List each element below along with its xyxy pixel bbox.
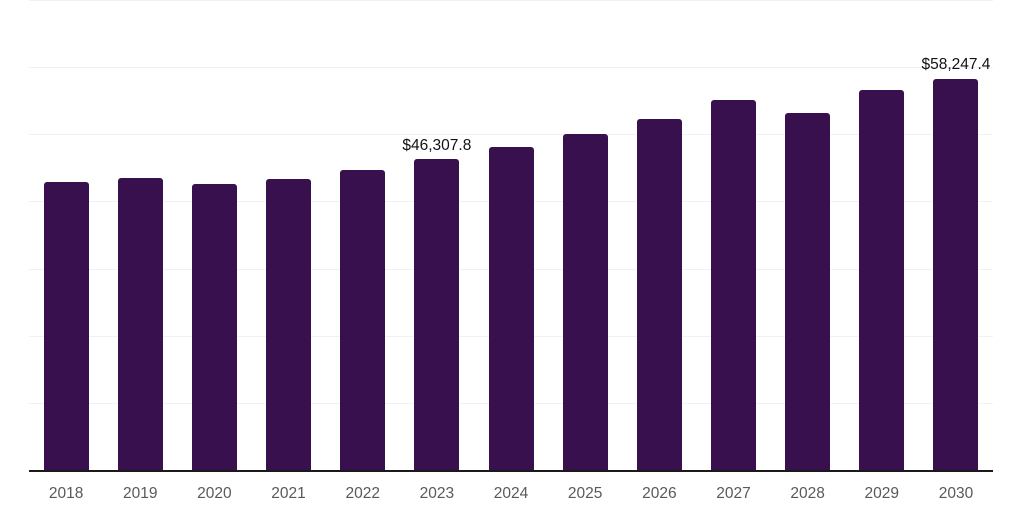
x-tick-label-2027: 2027: [716, 485, 751, 502]
bar-slot-2024: [474, 0, 548, 470]
plot-area: $46,307.8 $58,247.4: [29, 0, 993, 472]
bar-slot-2022: [326, 0, 400, 470]
bars-row: $46,307.8 $58,247.4: [29, 0, 993, 470]
bar-slot-2027: [696, 0, 770, 470]
x-tick-label-2022: 2022: [345, 485, 380, 502]
x-tick-label-2021: 2021: [271, 485, 306, 502]
x-tick-label-2028: 2028: [790, 485, 825, 502]
bar-2019: [117, 177, 163, 470]
x-tick-label-2024: 2024: [493, 485, 529, 502]
gridline: [29, 67, 993, 69]
x-tick-label-2020: 2020: [197, 485, 232, 502]
bar-slot-2019: [103, 0, 177, 470]
x-tick-label-2029: 2029: [864, 485, 900, 502]
bar-slot-2025: [548, 0, 622, 470]
x-axis-labels: 2018 2019 2020 2021 2022 2023 2024 2025 2026 2027…: [29, 485, 993, 502]
bar-slot-2026: [622, 0, 696, 470]
x-tick-label-2030: 2030: [938, 485, 974, 502]
gridline: [29, 134, 993, 136]
bar-slot-2018: [29, 0, 103, 470]
bar-2020: [191, 183, 237, 470]
bar-2024: [488, 147, 534, 470]
bar-slot-2023: $46,307.8: [400, 0, 474, 470]
x-tick-label-2018: 2018: [48, 485, 84, 502]
bar-2023: [414, 159, 460, 470]
x-tick-label-2023: 2023: [419, 485, 455, 502]
bar-2026: [636, 118, 682, 470]
gridline: [29, 0, 993, 1]
x-tick-label-2026: 2026: [642, 485, 677, 502]
bar-2022: [340, 170, 386, 470]
bar-value-label-2030: $58,247.4: [921, 56, 991, 74]
bar-2030: [933, 78, 979, 470]
bar-slot-2030: $58,247.4: [919, 0, 993, 470]
bar-2025: [562, 134, 608, 470]
x-tick-label-2019: 2019: [122, 485, 158, 502]
bar-slot-2021: [251, 0, 325, 470]
bar-2027: [710, 100, 756, 470]
bar-2018: [43, 181, 89, 470]
bar-2028: [785, 113, 831, 470]
bar-slot-2029: [845, 0, 919, 470]
bar-slot-2028: [771, 0, 845, 470]
x-tick-label-2025: 2025: [567, 485, 603, 502]
bar-2029: [859, 89, 905, 470]
bar-slot-2020: [177, 0, 251, 470]
bar-2021: [266, 178, 312, 470]
bar-value-label-2023: $46,307.8: [402, 136, 472, 154]
